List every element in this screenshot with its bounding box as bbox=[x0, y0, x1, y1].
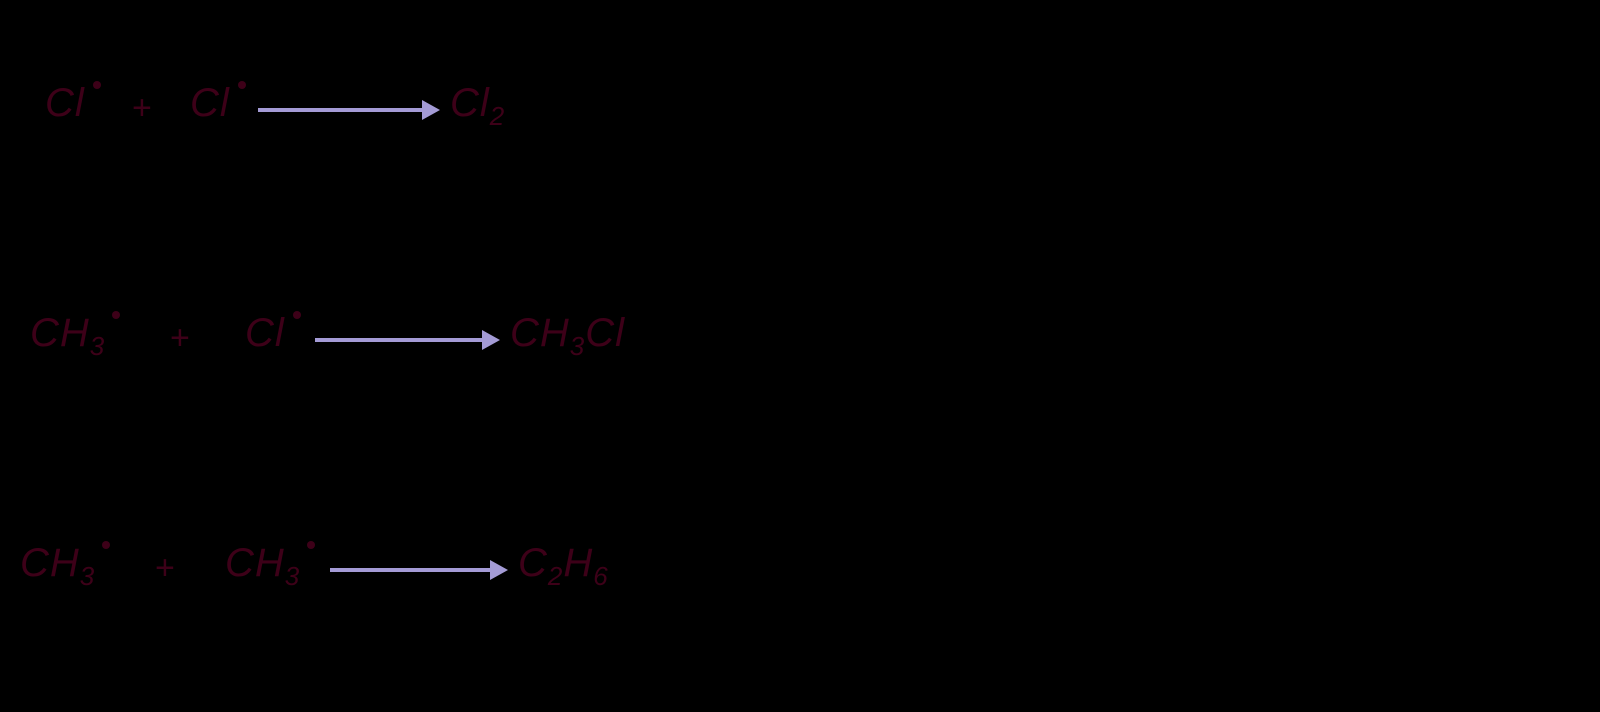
plus-sign: + bbox=[170, 319, 190, 358]
species-p2: C2H6 bbox=[518, 541, 609, 586]
species-r0-0: Cl bbox=[45, 81, 85, 126]
radical-dot bbox=[93, 81, 101, 89]
species-p1: CH3Cl bbox=[510, 311, 625, 356]
radical-dot bbox=[102, 541, 110, 549]
radical-dot bbox=[112, 311, 120, 319]
species-r1-1: Cl bbox=[245, 311, 285, 356]
reaction-arrow bbox=[315, 325, 500, 355]
reaction-diagram: ClCl+Cl2CH3Cl+CH3ClCH3CH3+C2H6 bbox=[0, 0, 1600, 712]
radical-dot bbox=[238, 81, 246, 89]
species-r2-1: CH3 bbox=[225, 541, 300, 586]
species-r2-0: CH3 bbox=[20, 541, 95, 586]
radical-dot bbox=[293, 311, 301, 319]
radical-dot bbox=[307, 541, 315, 549]
species-r1-0: CH3 bbox=[30, 311, 105, 356]
plus-sign: + bbox=[155, 549, 175, 588]
species-r0-1: Cl bbox=[190, 81, 230, 126]
plus-sign: + bbox=[132, 89, 152, 128]
species-p0: Cl2 bbox=[450, 81, 505, 126]
reaction-arrow bbox=[330, 555, 508, 585]
reaction-arrow bbox=[258, 95, 440, 125]
